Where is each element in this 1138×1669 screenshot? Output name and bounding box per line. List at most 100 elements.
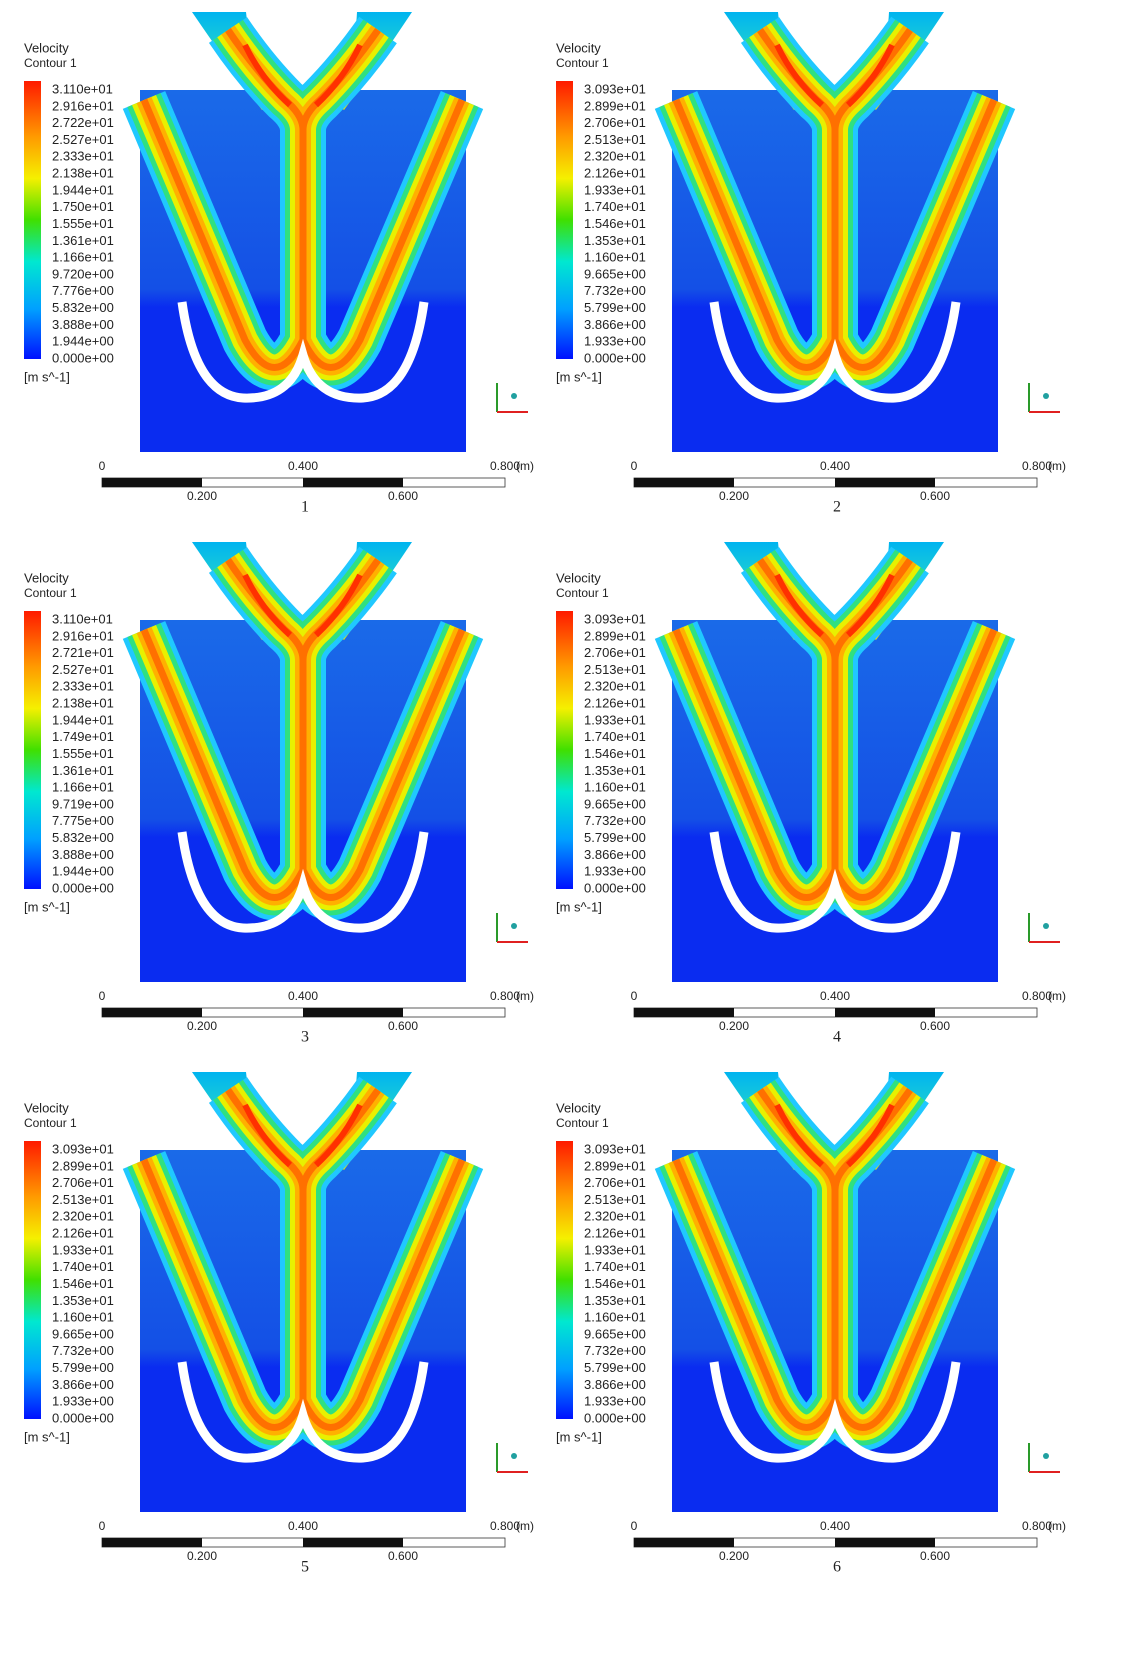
scale-label: 0.400 [288, 1519, 318, 1533]
scale-segment [634, 1538, 734, 1547]
deflector [709, 831, 961, 933]
contour-plot [654, 542, 1016, 982]
scale-label: 0 [99, 1519, 106, 1533]
legend-label: 1.944e+01 [52, 182, 114, 197]
deflector [709, 301, 961, 403]
legend-label: 7.732e+00 [584, 283, 646, 298]
scale-label: 0.400 [820, 989, 850, 1003]
legend-label: 1.555e+01 [52, 746, 114, 761]
panel-number: 4 [833, 1029, 841, 1046]
legend-title: Velocity [556, 40, 601, 55]
legend-subtitle: Contour 1 [24, 56, 77, 70]
legend-label: 2.126e+01 [584, 166, 646, 181]
legend-label: 2.126e+01 [584, 1226, 646, 1241]
axis-z [511, 393, 517, 399]
legend-unit: [m s^-1] [556, 899, 602, 914]
scale-label: 0 [631, 989, 638, 1003]
scale-segment [303, 478, 403, 487]
legend-title: Velocity [24, 40, 69, 55]
legend-subtitle: Contour 1 [556, 1116, 609, 1130]
legend-label: 2.513e+01 [584, 132, 646, 147]
legend-label: 3.888e+00 [52, 317, 114, 332]
legend-label: 3.093e+01 [584, 611, 646, 626]
jet-core [242, 573, 363, 638]
scale-label: 0.400 [288, 459, 318, 473]
legend-subtitle: Contour 1 [556, 56, 609, 70]
legend-subtitle: Contour 1 [556, 586, 609, 600]
legend-label: 3.093e+01 [584, 1141, 646, 1156]
legend-label: 1.933e+01 [52, 1242, 114, 1257]
colorbar [556, 1141, 573, 1419]
axis-z [1043, 923, 1049, 929]
legend-label: 2.320e+01 [584, 679, 646, 694]
scale-segment [835, 478, 935, 487]
legend-label: 5.832e+00 [52, 300, 114, 315]
legend-label: 3.866e+00 [52, 1377, 114, 1392]
legend-label: 2.126e+01 [52, 1226, 114, 1241]
legend-unit: [m s^-1] [24, 369, 70, 384]
legend-label: 3.866e+00 [584, 317, 646, 332]
legend-title: Velocity [24, 570, 69, 585]
panel-number: 5 [301, 1559, 309, 1576]
scale-label: 0 [631, 1519, 638, 1533]
legend-label: 1.740e+01 [584, 729, 646, 744]
scale-label: 0 [631, 459, 638, 473]
scale-label: 0.400 [820, 1519, 850, 1533]
legend-label: 5.799e+00 [584, 300, 646, 315]
scale-segment [102, 1008, 202, 1017]
scale-segment [102, 478, 202, 487]
legend-label: 0.000e+00 [52, 880, 114, 895]
legend-label: 1.160e+01 [52, 1310, 114, 1325]
scale-segment [634, 1008, 734, 1017]
legend-label: 3.093e+01 [584, 81, 646, 96]
scale-label: 0.200 [719, 489, 749, 503]
legend-label: 9.665e+00 [584, 796, 646, 811]
scale-label: 0.800 [490, 989, 520, 1003]
legend-label: 3.888e+00 [52, 847, 114, 862]
legend-label: 1.944e+00 [52, 864, 114, 879]
scale-segment [634, 478, 734, 487]
legend-label: 1.160e+01 [584, 250, 646, 265]
legend-label: 7.732e+00 [584, 813, 646, 828]
legend-label: 5.799e+00 [52, 1360, 114, 1375]
jet-core [242, 1103, 363, 1168]
legend-label: 1.740e+01 [584, 1259, 646, 1274]
legend-label: 2.916e+01 [52, 628, 114, 643]
colorbar [556, 81, 573, 359]
scale-label: 0 [99, 989, 106, 1003]
legend-label: 9.720e+00 [52, 266, 114, 281]
legend-label: 2.513e+01 [52, 1192, 114, 1207]
scale-label: 0.600 [920, 1019, 950, 1033]
legend-label: 1.353e+01 [584, 233, 646, 248]
legend-label: 2.706e+01 [584, 115, 646, 130]
panel-number: 1 [301, 499, 309, 516]
scale-label: 0.800 [1022, 459, 1052, 473]
legend-label: 1.555e+01 [52, 216, 114, 231]
legend-unit: [m s^-1] [556, 1429, 602, 1444]
scale-unit: (m) [1048, 459, 1066, 473]
scale-unit: (m) [516, 459, 534, 473]
axis-z [1043, 393, 1049, 399]
legend-label: 7.775e+00 [52, 813, 114, 828]
legend-label: 1.160e+01 [584, 1310, 646, 1325]
legend-label: 2.126e+01 [584, 696, 646, 711]
legend-label: 1.933e+00 [584, 334, 646, 349]
scale-label: 0.200 [719, 1549, 749, 1563]
legend-label: 1.944e+00 [52, 334, 114, 349]
legend-label: 2.899e+01 [584, 628, 646, 643]
legend-label: 1.353e+01 [584, 1293, 646, 1308]
contour-plot [122, 12, 484, 452]
legend-label: 1.160e+01 [584, 780, 646, 795]
scale-label: 0.600 [920, 1549, 950, 1563]
legend-label: 9.665e+00 [52, 1326, 114, 1341]
colorbar [24, 1141, 41, 1419]
colorbar [556, 611, 573, 889]
legend-label: 2.706e+01 [584, 1175, 646, 1190]
scale-label: 0.800 [1022, 989, 1052, 1003]
legend-label: 1.750e+01 [52, 199, 114, 214]
legend-label: 5.799e+00 [584, 1360, 646, 1375]
legend-label: 0.000e+00 [52, 1410, 114, 1425]
legend-label: 7.776e+00 [52, 283, 114, 298]
